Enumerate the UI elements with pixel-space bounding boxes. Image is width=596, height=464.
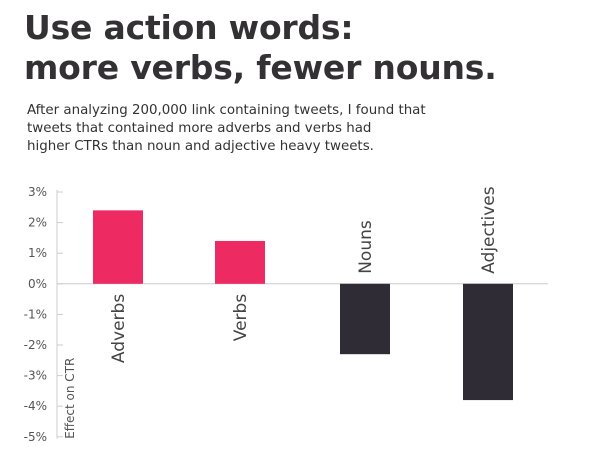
y-tick-label: -2% xyxy=(24,338,47,352)
chart-subtitle: After analyzing 200,000 link containing … xyxy=(27,102,577,156)
chart-title-line-2: more verbs, fewer nouns. xyxy=(24,48,497,87)
y-axis-title: Effect on CTR xyxy=(63,358,77,439)
y-tick-label: 3% xyxy=(28,185,47,199)
chart-subtitle-line-2: tweets that contained more adverbs and v… xyxy=(27,121,372,136)
y-tick-label: -5% xyxy=(24,430,47,444)
y-axis: 3% 2% 1% 0% -1% -2% -3% -4% -5% xyxy=(24,185,63,444)
bar-nouns xyxy=(340,283,390,355)
chart-subtitle-line-3: higher CTRs than noun and adjective heav… xyxy=(27,139,374,154)
bars xyxy=(93,210,513,401)
chart-title-line-1: Use action words: xyxy=(24,8,354,47)
y-tick-label: -3% xyxy=(24,369,47,383)
y-tick-label: -1% xyxy=(24,307,47,321)
category-label-adverbs: Adverbs xyxy=(109,294,129,363)
bar-adjectives xyxy=(463,283,513,401)
y-tick-label: -4% xyxy=(24,399,47,413)
category-label-nouns: Nouns xyxy=(356,220,376,274)
chart-subtitle-line-1: After analyzing 200,000 link containing … xyxy=(27,103,426,118)
bar-adverbs xyxy=(93,210,143,284)
category-labels: Adverbs Verbs Nouns Adjectives xyxy=(109,186,499,363)
y-tick-label: 2% xyxy=(28,216,47,230)
category-label-verbs: Verbs xyxy=(231,294,251,342)
bar-verbs xyxy=(215,240,265,284)
category-label-adjectives: Adjectives xyxy=(479,186,499,274)
chart-title: Use action words: more verbs, fewer noun… xyxy=(24,8,584,88)
y-tick-label: 0% xyxy=(28,277,47,291)
y-tick-label: 1% xyxy=(28,246,47,260)
